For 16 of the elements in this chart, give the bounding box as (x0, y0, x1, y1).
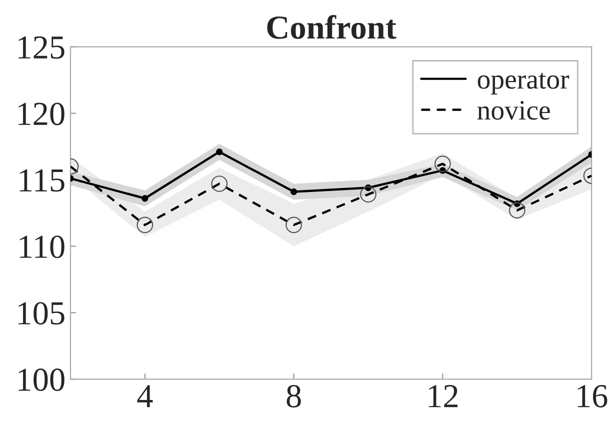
y-tick-label: 125 (18, 36, 64, 59)
point (290, 188, 298, 196)
y-tick-label: 100 (18, 368, 64, 392)
x-tick-label: 8 (286, 384, 301, 408)
chart-title: Confront (267, 15, 396, 39)
x-tick-label: 4 (137, 385, 153, 408)
legend-label: operator (478, 72, 570, 94)
point (216, 148, 223, 156)
y-tick-label: 105 (18, 302, 64, 325)
y-tick-label: 115 (20, 169, 64, 192)
x-tick-label: 12 (428, 385, 458, 408)
y-tick-label: 120 (18, 102, 64, 126)
y-tick-label: 110 (20, 236, 64, 258)
legend-label: novice (477, 101, 550, 120)
x-tick-label: 16 (578, 385, 608, 408)
point (142, 195, 148, 202)
